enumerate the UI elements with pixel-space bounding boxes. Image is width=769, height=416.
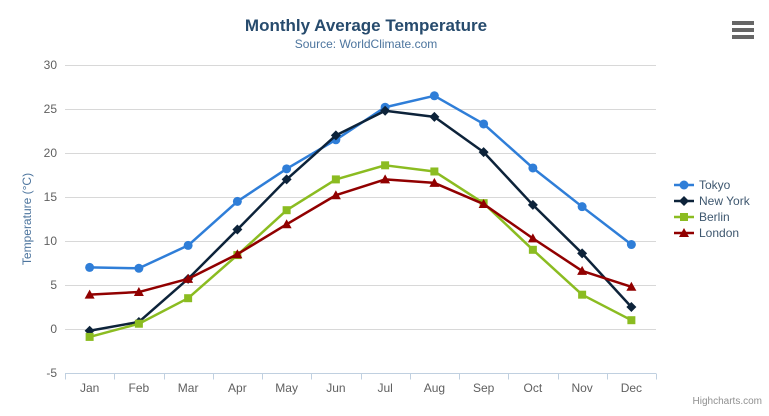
- yaxis-tick-label: 25: [44, 102, 58, 116]
- grid-lines: [65, 65, 656, 374]
- chart-legend: Tokyo New York Berlin London: [674, 177, 750, 241]
- yaxis-tick-label: 20: [44, 146, 58, 160]
- series-tokyo[interactable]: [85, 91, 636, 273]
- legend-label: New York: [699, 194, 750, 208]
- yaxis-tick-label: 30: [44, 58, 58, 72]
- legend-marker-circle-icon: [674, 180, 694, 190]
- legend-marker-triangle-icon: [674, 228, 694, 237]
- hamburger-menu-icon[interactable]: [732, 21, 754, 42]
- legend-marker-diamond-icon: [674, 196, 694, 206]
- yaxis-tick-label: 0: [50, 322, 57, 336]
- yaxis-tick-label: 10: [44, 234, 58, 248]
- series-new-york[interactable]: [84, 105, 637, 336]
- yaxis-tick-label: 5: [50, 278, 57, 292]
- xaxis-tick-label: May: [275, 381, 298, 395]
- axes: -5 0 5 10 15 20 25 30 Jan Feb Mar Apr May Jun Jul Aug Se…: [44, 58, 657, 395]
- legend-label: Tokyo: [699, 178, 731, 192]
- series-berlin[interactable]: [85, 161, 636, 341]
- xaxis-tick-label: Dec: [621, 381, 642, 395]
- yaxis-tick-label: -5: [46, 366, 57, 380]
- xaxis-tick-label: Jun: [326, 381, 345, 395]
- chart-subtitle: Source: WorldClimate.com: [295, 37, 438, 51]
- xaxis-tick-label: Nov: [571, 381, 592, 395]
- xaxis-tick-label: Mar: [178, 381, 199, 395]
- legend-marker-square-icon: [674, 213, 694, 221]
- series-layer: [84, 91, 637, 341]
- xaxis-tick-label: Apr: [228, 381, 247, 395]
- hamburger-bar: [732, 21, 754, 25]
- yaxis-tick-label: 15: [44, 190, 58, 204]
- chart-title: Monthly Average Temperature: [245, 16, 487, 35]
- legend-item-berlin[interactable]: Berlin: [674, 209, 750, 225]
- legend-item-new-york[interactable]: New York: [674, 193, 750, 209]
- hamburger-bar: [732, 28, 754, 32]
- yaxis-title: Temperature (°C): [20, 173, 34, 265]
- xaxis-tick-label: Jan: [80, 381, 99, 395]
- legend-item-london[interactable]: London: [674, 225, 750, 241]
- xaxis-tick-label: Jul: [377, 381, 392, 395]
- legend-label: Berlin: [699, 210, 730, 224]
- xaxis-tick-label: Oct: [524, 381, 543, 395]
- xaxis-tick-label: Aug: [424, 381, 445, 395]
- highcharts-credit[interactable]: Highcharts.com: [693, 396, 762, 407]
- legend-label: London: [699, 226, 740, 240]
- xaxis-tick-label: Sep: [473, 381, 495, 395]
- hamburger-bar: [732, 35, 754, 39]
- series-london[interactable]: [84, 174, 637, 299]
- xaxis-tick-label: Feb: [129, 381, 150, 395]
- legend-item-tokyo[interactable]: Tokyo: [674, 177, 750, 193]
